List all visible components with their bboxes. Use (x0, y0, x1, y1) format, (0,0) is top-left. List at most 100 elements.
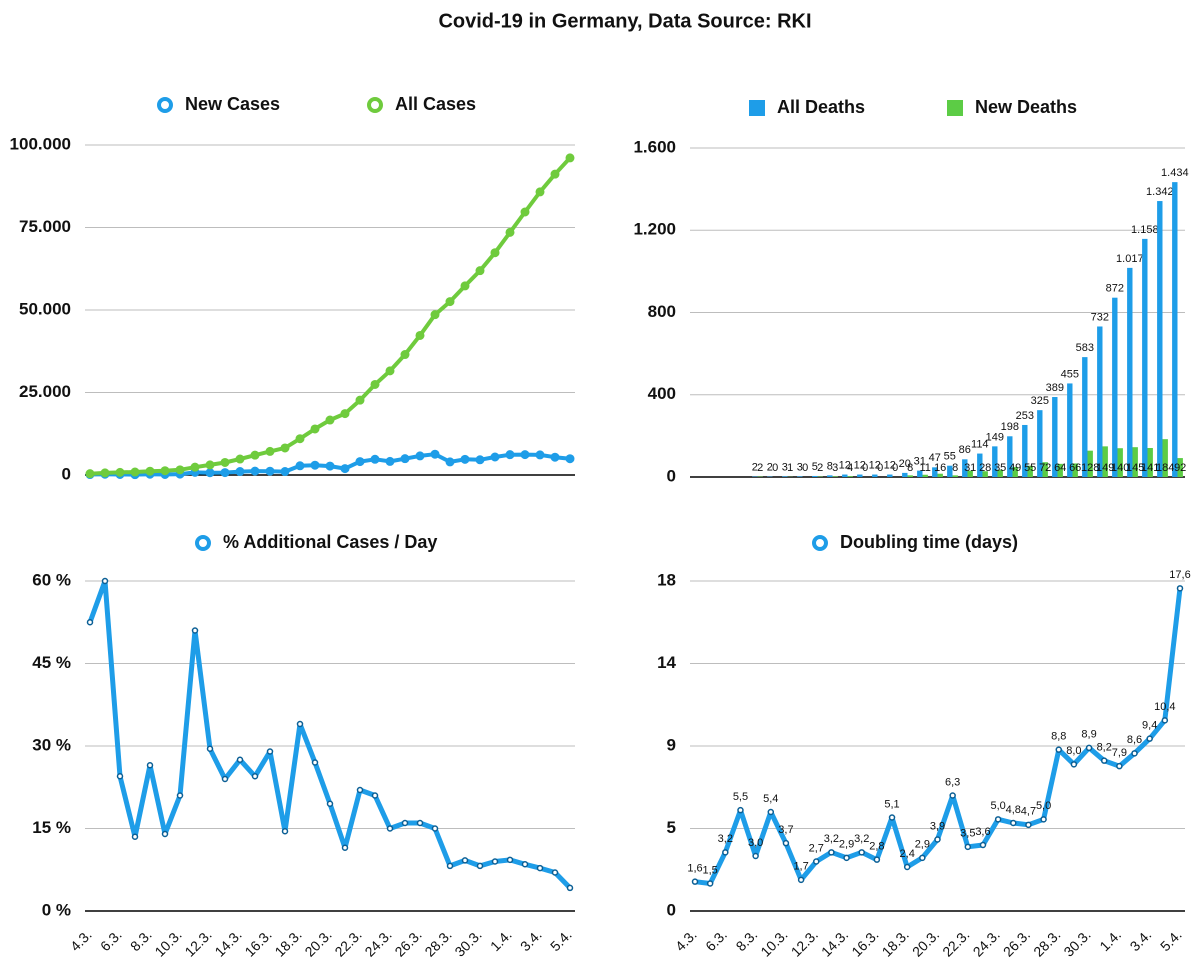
value-label: 11 (919, 462, 930, 474)
point-marker (478, 863, 483, 868)
point-marker (431, 450, 439, 458)
point-marker (341, 410, 349, 418)
point-marker (371, 455, 379, 463)
value-label: 35 (994, 462, 1006, 474)
point-marker (283, 829, 288, 834)
bar (848, 476, 853, 477)
value-label: 28 (979, 462, 991, 474)
value-label: 3,5 (960, 828, 975, 840)
bar (1127, 268, 1132, 477)
point-marker (980, 843, 985, 848)
point-marker (386, 367, 394, 375)
value-label: 55 (944, 451, 956, 463)
point-marker (1056, 747, 1061, 752)
x-tick-label: 8.3. (733, 926, 761, 954)
point-marker (296, 462, 304, 470)
value-label: 55 (1024, 462, 1036, 474)
x-tick-label: 14.3. (818, 926, 851, 959)
point-marker (693, 879, 698, 884)
x-tick-label: 8.3. (127, 926, 155, 954)
bar (1172, 182, 1177, 477)
bar (782, 476, 787, 477)
x-tick-label: 22.3. (939, 926, 972, 959)
value-label: 3,2 (824, 833, 839, 845)
series-line (90, 158, 570, 474)
point-marker (568, 885, 573, 890)
value-label: 1.158 (1131, 224, 1159, 236)
value-label: 1.017 (1116, 253, 1144, 265)
point-marker (236, 455, 244, 463)
value-label: 86 (959, 444, 971, 456)
value-label: 2,8 (869, 841, 884, 853)
value-label: 5,0 (990, 800, 1005, 812)
value-label: 5,4 (763, 793, 778, 805)
point-marker (723, 850, 728, 855)
point-marker (829, 850, 834, 855)
point-marker (341, 465, 349, 473)
point-marker (935, 837, 940, 842)
point-marker (356, 396, 364, 404)
point-marker (461, 455, 469, 463)
x-tick-label: 10.3. (151, 926, 184, 959)
point-marker (1117, 764, 1122, 769)
point-marker (148, 763, 153, 768)
y-tick-label: 14 (657, 653, 676, 672)
value-label: 0 (772, 462, 778, 474)
point-marker (268, 749, 273, 754)
legend-marker (369, 99, 381, 111)
y-tick-label: 0 (667, 900, 676, 919)
point-marker (461, 282, 469, 290)
x-tick-label: 3.4. (1127, 926, 1155, 954)
value-label: 0 (802, 462, 808, 474)
value-label: 253 (1016, 410, 1034, 422)
point-marker (920, 855, 925, 860)
x-tick-label: 6.3. (702, 926, 730, 954)
point-marker (356, 458, 364, 466)
value-label: 10,4 (1154, 701, 1175, 713)
point-marker (326, 416, 334, 424)
x-tick-label: 14.3. (211, 926, 244, 959)
point-marker (311, 425, 319, 433)
point-marker (328, 801, 333, 806)
value-label: 583 (1076, 342, 1094, 354)
value-label: 872 (1106, 283, 1124, 295)
legend-swatch (749, 100, 765, 116)
value-label: 6,3 (945, 776, 960, 788)
value-label: 1,5 (703, 864, 718, 876)
value-label: 1 (787, 462, 793, 474)
point-marker (221, 469, 229, 477)
value-label: 3,2 (854, 833, 869, 845)
point-marker (266, 447, 274, 455)
value-label: 184 (1156, 462, 1174, 474)
point-marker (491, 453, 499, 461)
value-label: 2,7 (809, 842, 824, 854)
point-marker (523, 862, 528, 867)
y-tick-label: 0 % (42, 900, 71, 919)
value-label: 2 (817, 462, 823, 474)
point-marker (403, 821, 408, 826)
point-marker (768, 810, 773, 815)
point-marker (446, 298, 454, 306)
point-marker (371, 380, 379, 388)
point-marker (566, 455, 574, 463)
x-tick-label: 4.3. (67, 926, 95, 954)
x-tick-label: 26.3. (1000, 926, 1033, 959)
y-tick-label: 0 (667, 466, 676, 485)
bar (923, 475, 928, 477)
point-marker (536, 188, 544, 196)
value-label: 8,6 (1127, 734, 1142, 746)
point-marker (176, 466, 184, 474)
point-marker (708, 881, 713, 886)
x-tick-label: 5.4. (1157, 926, 1185, 954)
point-marker (401, 351, 409, 359)
point-marker (326, 462, 334, 470)
bar (1157, 201, 1162, 477)
bar (938, 474, 943, 477)
point-marker (223, 777, 228, 782)
point-marker (88, 620, 93, 625)
point-marker (814, 859, 819, 864)
bar (908, 475, 913, 477)
point-marker (551, 453, 559, 461)
value-label: 31 (964, 462, 976, 474)
